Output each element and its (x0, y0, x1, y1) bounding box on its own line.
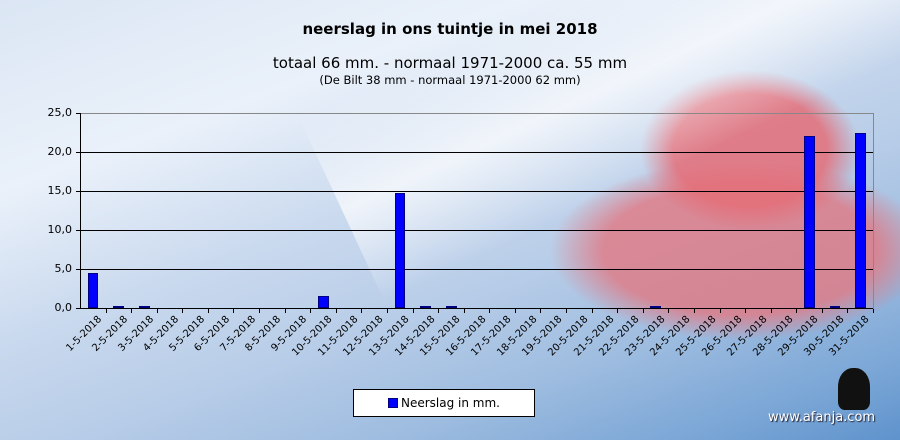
gridline (80, 191, 873, 192)
y-tick-label: 5,0 (54, 262, 73, 275)
x-tick (105, 309, 107, 313)
x-tick (668, 309, 670, 313)
x-tick (821, 309, 823, 313)
x-tick (693, 309, 695, 313)
chart-subtitle: totaal 66 mm. - normaal 1971-2000 ca. 55… (272, 54, 628, 72)
bar (855, 133, 866, 308)
x-tick (566, 309, 568, 313)
y-tick (76, 269, 80, 270)
bar (420, 306, 431, 308)
x-tick (335, 309, 337, 313)
legend: Neerslag in mm. (353, 389, 535, 417)
x-tick (514, 309, 516, 313)
x-tick (131, 309, 133, 313)
x-tick (310, 309, 312, 313)
bar (394, 193, 406, 308)
y-tick-label: 0,0 (54, 301, 73, 314)
y-tick (76, 308, 80, 309)
gridline (80, 152, 873, 153)
x-tick (847, 309, 849, 313)
x-tick (259, 309, 261, 313)
bar (87, 272, 99, 308)
x-tick (412, 309, 414, 313)
x-tick (745, 309, 747, 313)
x-tick (233, 309, 235, 313)
y-tick (76, 113, 80, 114)
x-tick (361, 309, 363, 313)
x-tick (463, 309, 465, 313)
x-axis (80, 308, 873, 309)
x-tick (873, 309, 874, 313)
x-tick (207, 309, 209, 313)
y-tick (76, 152, 80, 153)
legend-label: Neerslag in mm. (401, 396, 500, 410)
y-tick-label: 15,0 (47, 184, 73, 197)
bar (829, 306, 841, 308)
gridline (80, 269, 873, 270)
x-tick (642, 309, 644, 313)
x-tick (770, 309, 772, 313)
gridline (80, 230, 873, 231)
y-tick (76, 230, 80, 231)
x-tick (540, 309, 542, 313)
y-axis (80, 113, 81, 309)
chart-subtitle-2: (De Bilt 38 mm - normaal 1971-2000 62 mm… (319, 73, 581, 87)
x-tick (182, 309, 184, 313)
bar (138, 306, 150, 308)
x-tick (438, 309, 440, 313)
bar (650, 306, 662, 308)
x-tick (796, 309, 798, 313)
x-tick (617, 309, 619, 313)
x-tick (284, 309, 286, 313)
chart-title: neerslag in ons tuintje in mei 2018 (302, 20, 598, 38)
plot-area (80, 113, 874, 309)
x-tick (489, 309, 491, 313)
x-tick (156, 309, 158, 313)
bar (803, 136, 815, 308)
legend-swatch (388, 398, 398, 408)
x-tick (591, 309, 593, 313)
x-tick (719, 309, 721, 313)
y-tick-label: 25,0 (47, 106, 73, 119)
bar (317, 296, 329, 308)
bar (113, 305, 124, 308)
x-tick (386, 309, 388, 313)
y-tick (76, 191, 80, 192)
y-tick-label: 10,0 (47, 223, 73, 236)
y-tick-label: 20,0 (47, 145, 73, 158)
silhouette-logo-icon (838, 368, 870, 410)
bar (445, 306, 457, 308)
watermark: www.afanja.com (768, 410, 876, 425)
